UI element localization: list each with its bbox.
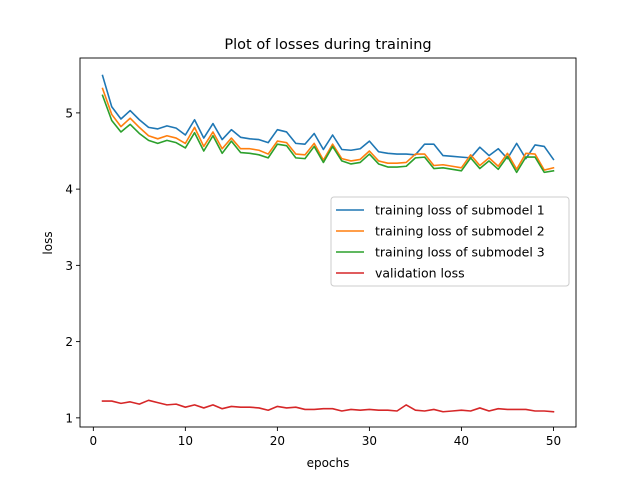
chart-title: Plot of losses during training [224,37,431,53]
y-tick-label: 2 [65,335,73,349]
x-tick-label: 40 [454,434,469,448]
legend-label-3: training loss of submodel 3 [375,245,545,260]
legend-label-4: validation loss [375,266,465,281]
y-tick-label: 1 [65,411,73,425]
x-tick-label: 10 [178,434,193,448]
y-tick-label: 3 [65,259,73,273]
y-tick-label: 4 [65,183,73,197]
x-tick-label: 20 [270,434,285,448]
series-line-1 [101,74,555,161]
series-line-2 [101,87,555,171]
legend-box [330,196,570,287]
series-lines [101,74,555,413]
y-tick-label: 5 [65,106,73,120]
y-axis-label: loss [41,231,55,254]
legend-label-2: training loss of submodel 2 [375,224,545,239]
legend-label-1: training loss of submodel 1 [375,203,545,218]
axes: 0 10 20 30 40 50 1 2 3 4 5 [65,57,577,448]
series-line-4 [101,399,555,413]
x-tick-label: 0 [90,434,98,448]
legend: training loss of submodel 1 training loss… [330,196,570,287]
axes-frame [79,57,577,428]
x-tick-label: 50 [546,434,561,448]
series-line-3 [101,94,555,174]
x-tick-label: 30 [362,434,377,448]
x-axis-label: epochs [307,456,350,470]
